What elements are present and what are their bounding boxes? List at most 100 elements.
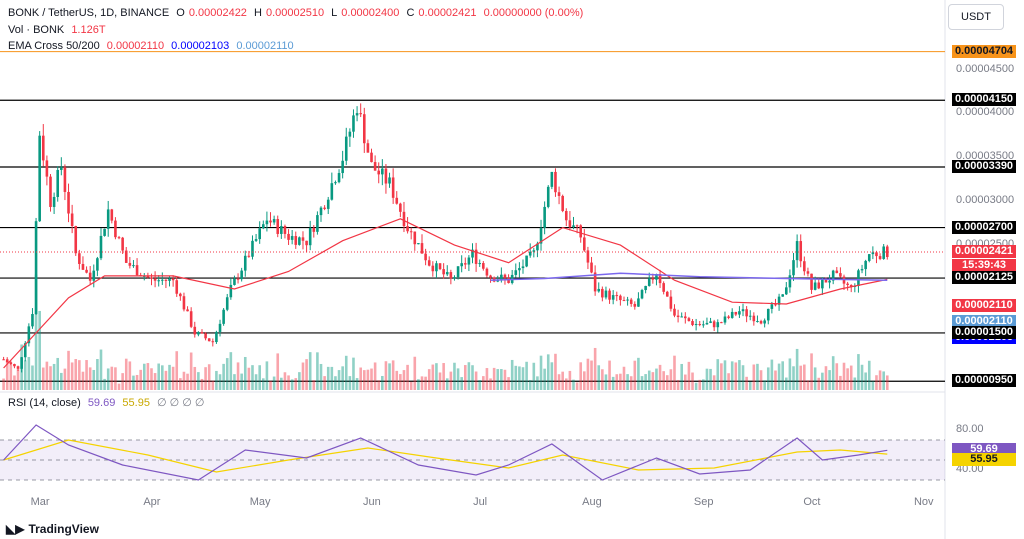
price-label: 15:39:43 [952, 259, 1016, 273]
candle-body [662, 283, 665, 292]
volume-bar [860, 364, 864, 390]
candle-body [626, 299, 629, 301]
candle-body [554, 171, 557, 193]
volume-bar [110, 366, 114, 390]
volume-bar [550, 362, 554, 390]
volume-bar [442, 363, 445, 390]
volume-bar [864, 372, 867, 390]
candle-body [168, 278, 171, 281]
volume-bar [734, 362, 738, 390]
currency-button[interactable]: USDT [948, 4, 1004, 30]
price-tick: 0.00003000 [956, 194, 1015, 207]
volume-bar [298, 372, 301, 390]
volume-bar [243, 356, 247, 390]
volume-bar [813, 367, 817, 390]
candle-body [435, 263, 438, 272]
candle-body [373, 162, 377, 171]
volume-bar [673, 355, 676, 390]
candle-body [99, 235, 103, 259]
volume-bar [182, 371, 186, 390]
candle-body [763, 320, 766, 324]
volume-bar [9, 364, 13, 390]
volume-bar [359, 367, 362, 390]
candle-body [781, 294, 784, 297]
candle-body [500, 274, 503, 280]
low-label: L [331, 7, 338, 19]
volume-bar [528, 379, 532, 390]
rsi-label[interactable]: RSI (14, close) [8, 397, 81, 409]
volume-label[interactable]: Vol · BONK [8, 24, 65, 36]
candle-body [182, 296, 186, 310]
candle-body [669, 296, 673, 309]
volume-bar [280, 377, 283, 390]
volume-bar [85, 360, 88, 390]
candle-body [70, 213, 74, 226]
candle-body [2, 359, 5, 361]
volume-bar [381, 375, 384, 390]
volume-bar [752, 364, 756, 390]
candle-body [821, 278, 824, 289]
candle-body [186, 309, 189, 312]
candle-body [106, 209, 110, 229]
volume-bar [756, 363, 759, 390]
volume-bar [810, 353, 813, 390]
candle-body [287, 233, 290, 240]
high-label: H [254, 7, 262, 19]
candle-body [777, 296, 781, 305]
volume-bar [294, 378, 298, 390]
candle-body [629, 299, 633, 304]
volume-bar [287, 375, 290, 390]
candle-body [590, 262, 593, 273]
volume-bar [821, 372, 824, 390]
volume-bar [564, 378, 568, 390]
symbol-title[interactable]: BONK / TetherUS, 1D, BINANCE [8, 7, 170, 19]
candle-body [788, 275, 792, 288]
volume-bar [330, 366, 334, 390]
volume-bar [135, 374, 139, 390]
candle-body [702, 324, 705, 326]
candle-body [723, 316, 727, 323]
candle-body [445, 272, 449, 275]
volume-bar [323, 376, 326, 390]
volume-bar [583, 371, 586, 390]
price-label: 0.00000950 [952, 374, 1016, 388]
candle-body [88, 272, 92, 281]
candle-body [56, 169, 60, 197]
volume-bar [835, 363, 839, 390]
volume-bar [276, 353, 280, 390]
candle-body [572, 225, 575, 228]
volume-bar [518, 366, 521, 390]
ema-label[interactable]: EMA Cross 50/200 [8, 40, 100, 52]
volume-bar [27, 356, 31, 390]
volume-bar [41, 367, 45, 390]
volume-bar [395, 370, 399, 390]
price-label: 0.00002110 [952, 299, 1016, 313]
candle-body [9, 362, 13, 364]
candle-body [52, 196, 56, 207]
volume-bar [745, 376, 748, 390]
volume-bar [875, 375, 878, 390]
time-tick: Jun [363, 496, 381, 508]
volume-bar [766, 367, 770, 390]
candle-body [803, 261, 806, 272]
candle-body [601, 288, 604, 298]
candle-body [377, 170, 381, 175]
volume-bar [251, 365, 254, 390]
candle-body [878, 256, 882, 259]
volume-bar [463, 365, 467, 390]
tradingview-branding[interactable]: ◣▶ TradingView [6, 522, 99, 536]
candle-body [536, 243, 539, 251]
candle-body [103, 228, 106, 236]
volume-bar [38, 310, 41, 390]
volume-bar [197, 372, 200, 390]
candle-body [81, 263, 85, 270]
candle-body [179, 293, 182, 297]
candle-body [575, 225, 579, 227]
volume-bar [406, 364, 409, 390]
volume-bar [175, 351, 179, 390]
volume-bar [254, 374, 258, 390]
candle-body [622, 300, 626, 302]
volume-bar [157, 363, 161, 390]
candle-body [117, 237, 121, 239]
